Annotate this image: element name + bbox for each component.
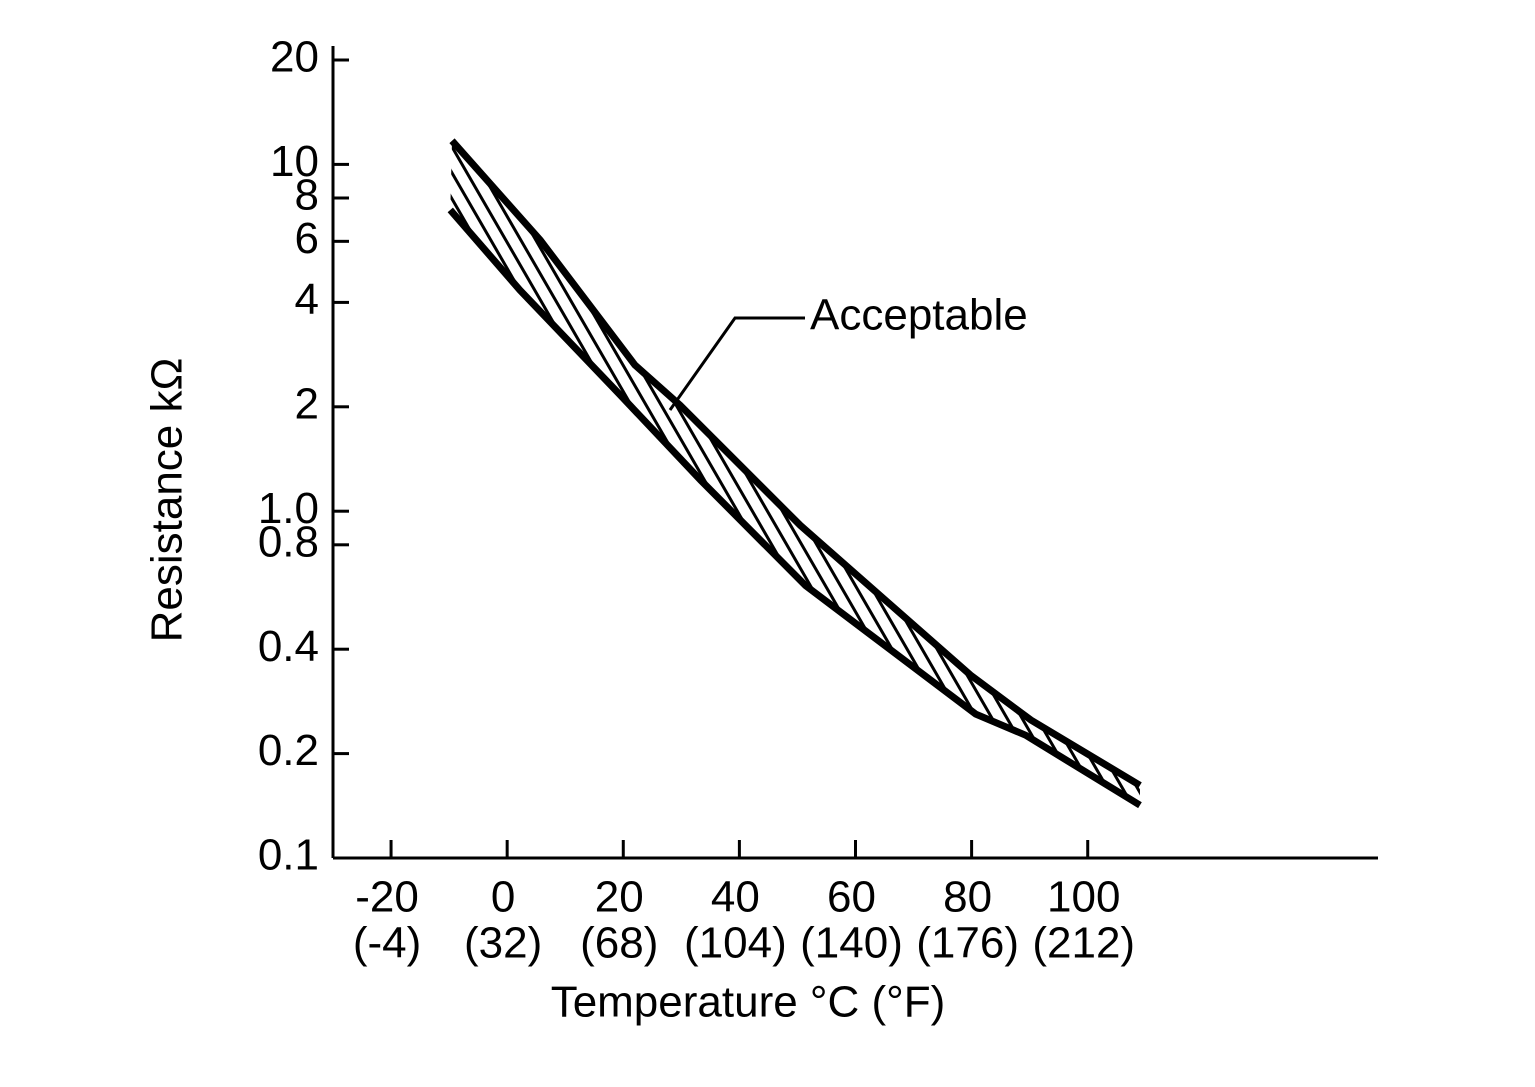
x-tick-sublabel: (140) [800,919,903,968]
y-tick-label: 4 [295,275,319,324]
y-tick-label: 8 [295,171,319,220]
x-tick-label: 20 [595,873,644,922]
band-boundary [447,207,1142,809]
band-fill [450,140,1140,806]
x-tick-sublabel: (68) [580,919,658,968]
x-tick-sublabel: (-4) [353,919,421,968]
x-tick-label: -20 [355,873,419,922]
x-tick-label: 80 [943,873,992,922]
annotation: Acceptable [810,291,1028,340]
y-axis-label: Resistance kΩ [143,358,192,643]
band-boundary [449,138,1142,789]
x-axis-label: Temperature °C (°F) [551,978,946,1027]
x-tick-sublabel: (104) [684,919,787,968]
y-tick-label: 20 [270,33,319,82]
annotation-leader [668,316,805,411]
y-tick-label: 0.8 [258,517,319,566]
y-tick-label: 0.1 [258,831,319,880]
x-tick-label: 0 [491,873,515,922]
y-tick-label: 2 [295,379,319,428]
x-tick-sublabel: (176) [916,919,1019,968]
x-tick-label: 60 [827,873,876,922]
y-tick-label: 1.0 [258,484,319,533]
y-tick-label: 0.2 [258,726,319,775]
y-tick-label: 0.4 [258,622,319,671]
x-tick-sublabel: (32) [464,919,542,968]
x-tick-sublabel: (212) [1032,919,1135,968]
y-tick-label: 10 [270,137,319,186]
x-tick-label: 100 [1047,873,1120,922]
x-tick-label: 40 [711,873,760,922]
y-tick-label: 6 [295,214,319,263]
